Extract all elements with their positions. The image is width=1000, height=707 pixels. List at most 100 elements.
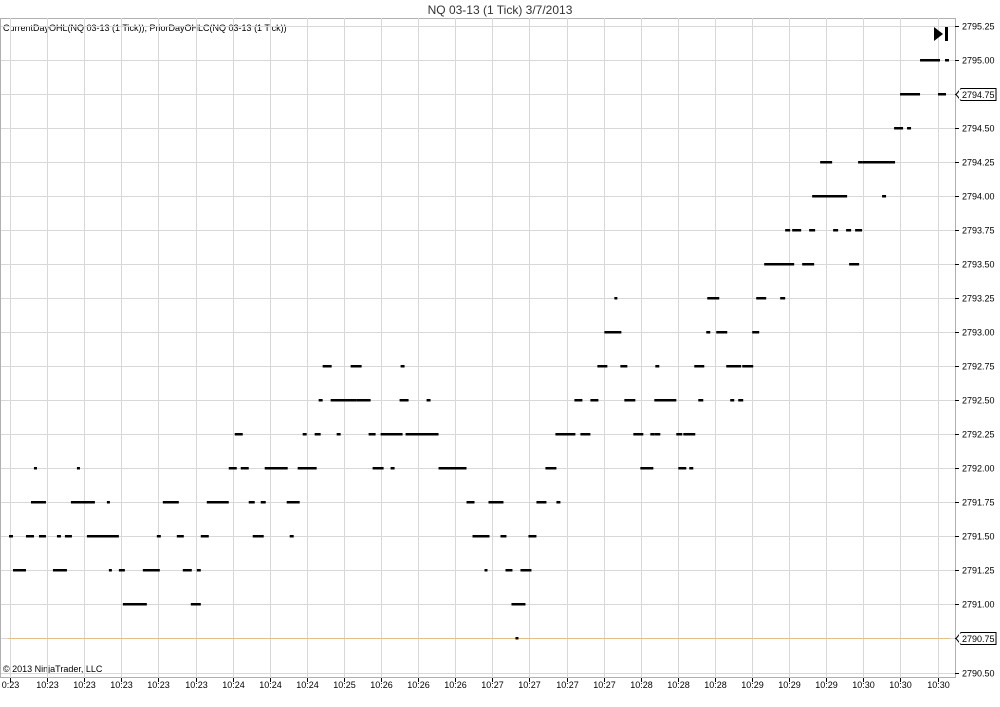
x-tick-label: 10:25	[333, 680, 356, 690]
price-segment	[200, 535, 209, 538]
y-tick-label: 2795.25	[962, 22, 995, 32]
y-tick-label: 2793.75	[962, 226, 995, 236]
price-segment	[64, 535, 72, 538]
prior-close-marker: 2790.75	[955, 632, 997, 645]
price-segment	[118, 569, 125, 572]
price-segment	[380, 433, 403, 436]
price-segment	[176, 535, 184, 538]
copyright-notice: © 2013 NinjaTrader, LLC	[3, 664, 103, 674]
price-segment	[302, 433, 307, 436]
price-segment	[676, 433, 683, 436]
price-segment	[756, 297, 767, 300]
price-segment	[466, 501, 475, 504]
price-segment	[240, 467, 249, 470]
price-segment	[336, 433, 341, 436]
y-tick-label: 2790.50	[962, 669, 995, 679]
price-segment	[8, 535, 13, 538]
y-tick-label: 2793.50	[962, 260, 995, 270]
y-tick-label: 2791.25	[962, 566, 995, 576]
x-tick-label: 10:29	[815, 680, 838, 690]
price-segment	[780, 297, 786, 300]
play-end-bar-icon	[945, 27, 948, 41]
price-segment	[122, 603, 147, 606]
price-segment	[399, 399, 409, 402]
price-segment	[792, 229, 802, 232]
price-segment	[368, 433, 376, 436]
price-segment	[738, 399, 744, 402]
x-tick-label: 10:26	[370, 680, 393, 690]
last-price-marker-box-fill	[959, 89, 995, 100]
y-tick-label: 2794.25	[962, 158, 995, 168]
x-tick-label: 10:23	[147, 680, 170, 690]
price-segment	[678, 467, 687, 470]
price-series	[8, 59, 950, 640]
price-segment	[33, 467, 37, 470]
price-segment	[182, 569, 192, 572]
price-segment	[228, 467, 237, 470]
price-segment	[372, 467, 384, 470]
price-segment	[12, 569, 26, 572]
x-tick-label: 10:23	[36, 680, 59, 690]
price-segment	[318, 399, 323, 402]
price-segment	[894, 127, 904, 130]
price-segment	[52, 569, 67, 572]
price-segment	[56, 535, 61, 538]
y-tick-label: 2792.75	[962, 362, 995, 372]
x-tick-label: 10:27	[593, 680, 616, 690]
scroll-to-end-button[interactable]	[934, 27, 948, 41]
price-segment	[882, 195, 887, 198]
price-segment	[624, 399, 636, 402]
price-segment	[545, 467, 557, 470]
price-segment	[698, 399, 704, 402]
y-tick-label: 2793.00	[962, 328, 995, 338]
price-segment	[234, 433, 243, 436]
x-tick-label: 10:27	[481, 680, 504, 690]
price-segment	[706, 331, 711, 334]
price-segment	[400, 365, 405, 368]
price-segment	[86, 535, 119, 538]
price-segment	[650, 433, 655, 436]
price-segment	[38, 535, 46, 538]
price-segment	[248, 501, 255, 504]
price-segment	[438, 467, 467, 470]
x-tick-label: 0:23	[2, 680, 20, 690]
grid	[1, 18, 955, 678]
x-tick-label: 10:23	[110, 680, 133, 690]
x-tick-label: 10:23	[73, 680, 96, 690]
price-segment	[802, 263, 815, 266]
x-tick-label: 10:27	[556, 680, 579, 690]
price-segment	[156, 535, 161, 538]
price-segment	[162, 501, 179, 504]
x-tick-label: 10:26	[444, 680, 467, 690]
price-segment	[640, 467, 654, 470]
price-segment	[833, 229, 839, 232]
price-segment	[907, 127, 912, 130]
y-tick-label: 2791.50	[962, 532, 995, 542]
y-tick-label: 2795.00	[962, 56, 995, 66]
price-segment	[515, 637, 519, 640]
y-tick-label: 2792.00	[962, 464, 995, 474]
chart-title: NQ 03-13 (1 Tick) 3/7/2013	[427, 3, 573, 17]
price-segment	[322, 365, 332, 368]
x-tick-label: 10:28	[630, 680, 653, 690]
price-segment	[580, 433, 591, 436]
x-tick-label: 10:23	[185, 680, 208, 690]
price-segment	[528, 535, 537, 538]
y-tick-label: 2794.00	[962, 192, 995, 202]
x-tick-label: 10:30	[889, 680, 912, 690]
price-segment	[314, 433, 321, 436]
last-price-marker-label: 2794.75	[962, 90, 995, 100]
price-segment	[555, 433, 576, 436]
price-segment	[742, 365, 754, 368]
price-segment	[260, 501, 266, 504]
price-segment	[196, 569, 201, 572]
price-segment	[297, 467, 317, 470]
price-segment	[70, 501, 95, 504]
price-segment	[726, 365, 742, 368]
price-segment	[655, 365, 660, 368]
x-tick-label: 10:24	[259, 680, 282, 690]
price-segment	[264, 467, 288, 470]
x-tick-label: 10:29	[741, 680, 764, 690]
